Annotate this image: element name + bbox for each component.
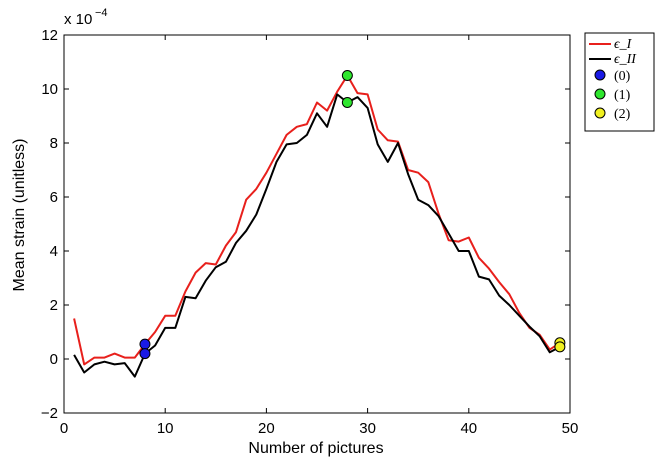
legend-label: ϵ_II — [614, 52, 637, 67]
y-tick-label: 12 — [41, 27, 58, 44]
x-axis-label: Number of pictures — [248, 440, 383, 457]
legend-label: (2) — [614, 107, 631, 122]
marker-point-0 — [139, 338, 151, 350]
y-multiplier-label: x 10 — [64, 11, 92, 28]
marker-point-0 — [139, 348, 151, 360]
legend-label: (1) — [614, 88, 631, 103]
x-tick-label: 30 — [359, 420, 376, 437]
y-axis-label: Mean strain (unitless) — [11, 139, 28, 292]
marker-point-1 — [341, 70, 353, 81]
y-tick-label: 10 — [41, 81, 58, 98]
series-line-epsilon-ii — [73, 93, 561, 378]
plot-area-frame — [63, 34, 571, 414]
y-multiplier-exponent: −4 — [95, 7, 108, 19]
x-tick-label: 10 — [157, 420, 174, 437]
y-tick-label: −2 — [41, 405, 58, 422]
y-tick-label: 4 — [50, 243, 58, 260]
y-tick-label: 2 — [50, 297, 58, 314]
x-tick-label: 0 — [60, 420, 68, 437]
marker-point-2 — [554, 341, 566, 353]
x-tick-label: 50 — [562, 420, 579, 437]
legend-swatch-marker — [594, 88, 606, 100]
legend-label: ϵ_I — [614, 37, 633, 52]
y-axis-multiplier: x 10 −4 — [64, 7, 108, 28]
series-line-epsilon-i — [73, 74, 561, 366]
legend-swatch-marker — [594, 69, 606, 81]
legend-swatch-marker — [594, 107, 606, 119]
y-tick-label: 0 — [50, 351, 58, 368]
y-tick-label: 8 — [50, 135, 58, 152]
legend-label: (0) — [614, 69, 631, 84]
legend: ϵ_Iϵ_II (0) (1) (2) — [584, 32, 655, 132]
x-tick-label: 40 — [460, 420, 477, 437]
x-tick-label: 20 — [258, 420, 275, 437]
marker-point-1 — [341, 97, 353, 108]
y-tick-label: 6 — [50, 189, 58, 206]
